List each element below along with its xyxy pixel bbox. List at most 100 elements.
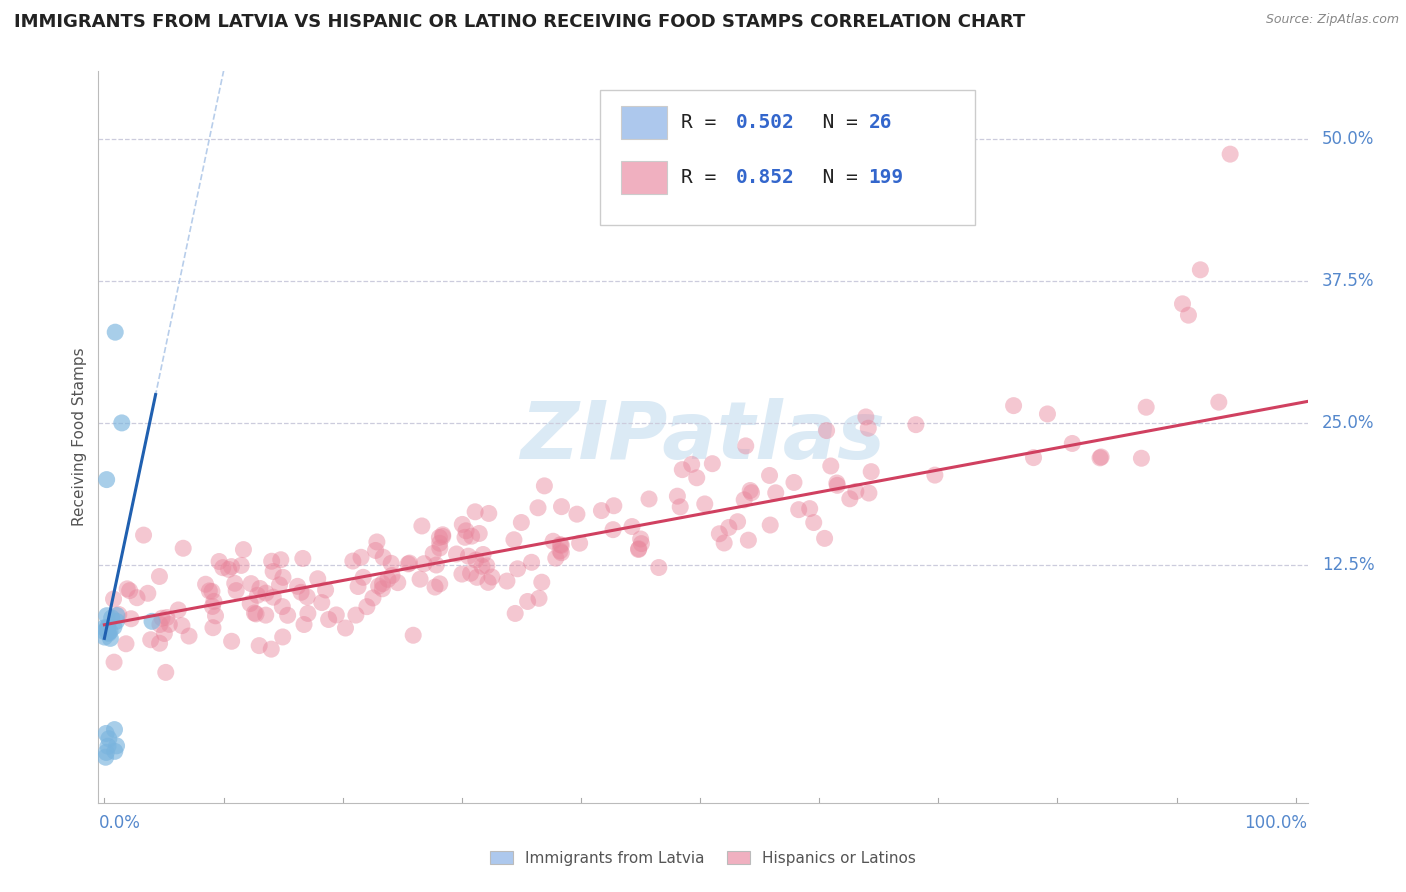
Point <box>366 535 388 549</box>
Point <box>224 576 246 591</box>
Point <box>727 515 749 529</box>
Text: ZIPatlas: ZIPatlas <box>520 398 886 476</box>
Point <box>510 516 533 530</box>
Point <box>231 558 253 573</box>
Point <box>103 620 125 634</box>
Point <box>125 591 148 605</box>
FancyBboxPatch shape <box>600 90 976 225</box>
Point <box>96 746 118 760</box>
Point <box>292 617 315 632</box>
Point <box>734 439 756 453</box>
Point <box>533 479 555 493</box>
Text: R =: R = <box>682 168 728 187</box>
Point <box>103 592 125 607</box>
Point <box>787 502 810 516</box>
Point <box>291 551 314 566</box>
Point <box>373 550 395 565</box>
Point <box>1130 451 1153 466</box>
Point <box>425 558 447 572</box>
Point <box>245 607 267 621</box>
Point <box>860 465 883 479</box>
Point <box>271 599 294 614</box>
Point <box>669 500 692 514</box>
Point <box>104 744 127 758</box>
Point <box>454 524 477 538</box>
Point <box>307 572 329 586</box>
Point <box>759 518 782 533</box>
Point <box>477 575 499 590</box>
Point <box>717 520 740 534</box>
Point <box>858 486 880 500</box>
Point <box>1062 436 1084 450</box>
Point <box>702 457 724 471</box>
Y-axis label: Receiving Food Stamps: Receiving Food Stamps <box>72 348 87 526</box>
Point <box>671 462 693 476</box>
Point <box>344 608 367 623</box>
Point <box>464 505 486 519</box>
Point <box>118 583 141 598</box>
Point <box>221 559 243 574</box>
Point <box>271 570 294 584</box>
Point <box>451 567 474 582</box>
Point <box>838 491 860 506</box>
Point <box>409 572 432 586</box>
Point <box>758 468 780 483</box>
Point <box>356 599 378 614</box>
Point <box>243 606 266 620</box>
Point <box>429 541 451 555</box>
Point <box>325 607 347 622</box>
Point <box>318 612 340 626</box>
Point <box>260 642 283 657</box>
Point <box>141 615 163 629</box>
Point <box>591 503 613 517</box>
Point <box>367 579 389 593</box>
Point <box>342 554 364 568</box>
Point <box>287 579 309 593</box>
Point <box>621 519 644 533</box>
Point <box>225 583 247 598</box>
Point <box>290 585 312 599</box>
FancyBboxPatch shape <box>621 161 666 194</box>
Point <box>686 471 709 485</box>
Point <box>105 608 128 623</box>
Point <box>221 634 243 648</box>
Point <box>211 560 233 574</box>
Point <box>97 625 120 640</box>
Point <box>269 578 291 592</box>
Point <box>240 576 263 591</box>
Point <box>132 528 155 542</box>
Point <box>737 533 759 548</box>
Point <box>96 473 118 487</box>
Text: 100.0%: 100.0% <box>1244 814 1308 832</box>
Point <box>115 582 138 596</box>
Text: 26: 26 <box>869 113 893 132</box>
FancyBboxPatch shape <box>621 106 666 139</box>
Point <box>565 507 588 521</box>
Point <box>741 485 763 500</box>
Point <box>627 541 650 556</box>
Point <box>347 580 370 594</box>
Point <box>503 533 526 547</box>
Point <box>783 475 806 490</box>
Point <box>451 517 474 532</box>
Point <box>413 557 436 571</box>
Point <box>148 569 170 583</box>
Point <box>93 630 115 644</box>
Point <box>262 565 284 579</box>
Point <box>1177 308 1199 322</box>
Point <box>460 566 482 581</box>
Point <box>260 554 283 568</box>
Point <box>630 536 652 550</box>
Point <box>96 608 118 623</box>
Point <box>380 557 402 571</box>
Point <box>97 731 120 746</box>
Point <box>201 621 224 635</box>
Point <box>311 596 333 610</box>
Point <box>1022 450 1045 465</box>
Point <box>172 541 194 556</box>
Point <box>1036 407 1059 421</box>
Point <box>153 626 176 640</box>
Point <box>387 575 409 590</box>
Point <box>361 591 384 605</box>
Point <box>103 655 125 669</box>
